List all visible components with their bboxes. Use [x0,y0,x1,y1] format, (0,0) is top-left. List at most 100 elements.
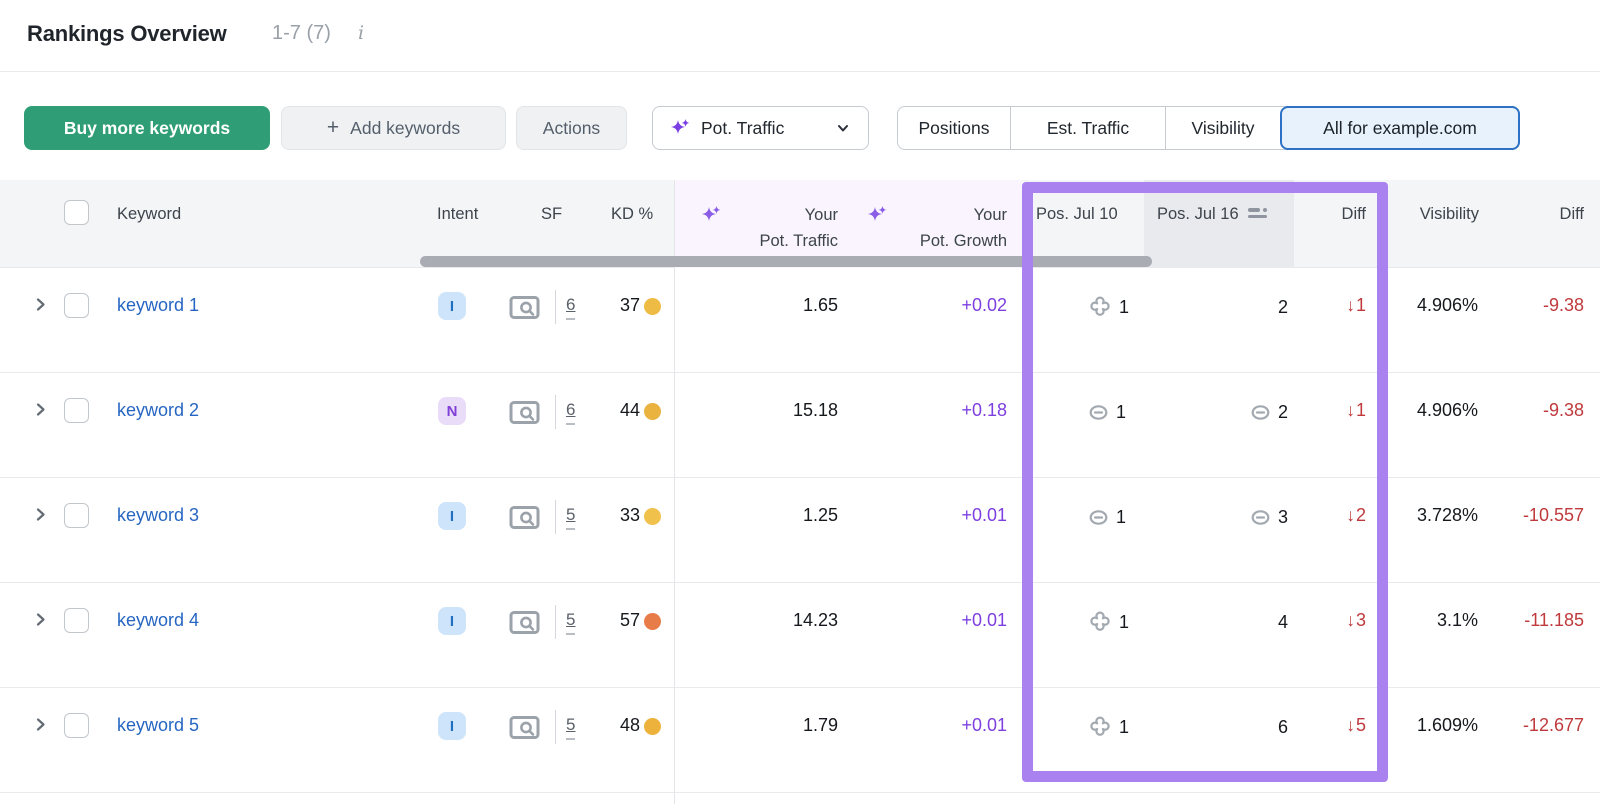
intent-badge[interactable]: I [438,607,466,635]
kd-value: 48 [619,715,640,735]
table-row: keyword 3 I 5 33 1.25 +0.01 1 3 ↓ 2 3.728… [0,478,1600,583]
intent-badge[interactable]: I [438,292,466,320]
buy-more-keywords-label: Buy more keywords [63,117,231,138]
buy-more-keywords-button[interactable]: Buy more keywords [24,106,270,150]
metric-dropdown[interactable]: Pot. Traffic [652,106,869,150]
tab-positions[interactable]: Positions [898,107,1010,149]
visibility-diff-value: -9.38 [1542,295,1584,315]
kd-difficulty-dot [644,298,661,315]
row-checkbox[interactable] [64,713,89,738]
serp-features-icon[interactable] [509,715,540,745]
kd-value: 57 [619,610,640,630]
serp-features-icon[interactable] [509,400,540,430]
position-value: 1 [1116,401,1127,422]
col-header-visibility-diff[interactable]: Diff [1559,205,1584,223]
expand-chevron-icon[interactable] [33,402,48,417]
serp-features-count[interactable]: 5 [566,505,576,530]
expand-chevron-icon[interactable] [33,297,48,312]
arrow-down-icon: ↓ [1346,505,1355,525]
diff-number: 5 [1355,715,1366,735]
visibility-diff-value: -10.557 [1522,505,1584,525]
sort-ascending-icon[interactable] [1247,207,1268,219]
pos-jul16-label: Pos. Jul 16 [1157,205,1239,223]
diff-number: 2 [1355,505,1366,525]
col-header-pot-growth[interactable]: Your Pot. Growth [920,202,1007,254]
metric-dropdown-label: Pot. Traffic [701,117,785,138]
info-icon[interactable]: i [358,22,365,44]
arrow-down-icon: ↓ [1346,610,1355,630]
horizontal-scrollbar[interactable] [420,256,1152,267]
keyword-link[interactable]: keyword 1 [117,295,200,315]
tab-all-for-domain[interactable]: All for example.com [1280,106,1520,150]
col-header-keyword[interactable]: Keyword [117,205,182,223]
tab-est-traffic-label: Est. Traffic [1046,117,1130,138]
ai-overview-icon [1088,610,1112,634]
position-value: 3 [1277,506,1288,527]
col-header-kd[interactable]: KD % [611,205,654,223]
serp-features-count[interactable]: 5 [566,715,576,740]
pot-growth-value: +0.18 [961,400,1007,420]
table-row: keyword 5 I 5 48 1.79 +0.01 1 6 ↓ 5 1.609… [0,688,1600,793]
position-value: 4 [1277,611,1288,632]
position-value: 1 [1119,611,1130,632]
col-header-diff[interactable]: Diff [1341,205,1366,223]
col-header-pos-jul10[interactable]: Pos. Jul 10 [1036,205,1118,223]
add-keywords-button[interactable]: + Add keywords [281,106,506,150]
position-value: 2 [1277,401,1288,422]
row-checkbox[interactable] [64,503,89,528]
pos-jul10-cell: 1 [1088,714,1129,740]
expand-chevron-icon[interactable] [33,507,48,522]
keyword-link[interactable]: keyword 5 [117,715,200,735]
row-checkbox[interactable] [64,398,89,423]
serp-features-count[interactable]: 6 [566,400,576,425]
row-checkbox[interactable] [64,293,89,318]
diff-number: 3 [1355,610,1366,630]
keyword-link[interactable]: keyword 4 [117,610,200,630]
column-divider [674,180,675,804]
kd-value: 37 [619,295,640,315]
intent-badge[interactable]: N [438,397,466,425]
select-all-checkbox[interactable] [64,200,89,225]
col-header-intent[interactable]: Intent [437,205,479,223]
tab-positions-label: Positions [918,117,990,138]
potential-columns-tint [674,180,1022,268]
col-header-pot-traffic[interactable]: Your Pot. Traffic [759,202,838,254]
serp-features-icon[interactable] [509,295,540,325]
expand-chevron-icon[interactable] [33,717,48,732]
add-keywords-label: Add keywords [350,117,461,138]
arrow-down-icon: ↓ [1346,295,1355,315]
position-diff-value: ↓ 2 [1346,505,1366,526]
visibility-diff-value: -9.38 [1542,400,1584,420]
kd-difficulty-dot [644,508,661,525]
intent-badge[interactable]: I [438,712,466,740]
serp-features-icon[interactable] [509,610,540,640]
pos-jul16-cell: 2 [1278,294,1288,320]
sorted-column-highlight [1144,180,1294,268]
keyword-link[interactable]: keyword 2 [117,400,200,420]
serp-features-count[interactable]: 5 [566,610,576,635]
section-header: Rankings Overview 1-7 (7) i [0,0,1600,72]
actions-button[interactable]: Actions [516,106,627,150]
position-diff-value: ↓ 1 [1346,400,1366,421]
position-diff-value: ↓ 1 [1346,295,1366,316]
ai-sparkle-icon [866,204,888,226]
pot-growth-value: +0.01 [961,610,1007,630]
tab-visibility[interactable]: Visibility [1165,107,1280,149]
position-diff-value: ↓ 3 [1346,610,1366,631]
ai-sparkle-icon [669,117,691,139]
kd-difficulty-dot [644,718,661,735]
col-header-pos-jul16[interactable]: Pos. Jul 16 [1157,202,1268,227]
row-checkbox[interactable] [64,608,89,633]
serp-features-icon[interactable] [509,505,540,535]
pos-jul16-cell: 3 [1250,504,1288,530]
partial-next-row [0,793,1600,804]
position-value: 1 [1116,506,1127,527]
col-header-sf[interactable]: SF [541,205,563,223]
serp-features-count[interactable]: 6 [566,295,576,320]
expand-chevron-icon[interactable] [33,612,48,627]
col-header-visibility[interactable]: Visibility [1419,205,1479,223]
keyword-link[interactable]: keyword 3 [117,505,200,525]
intent-badge[interactable]: I [438,502,466,530]
pot-traffic-value: 15.18 [792,400,838,420]
tab-est-traffic[interactable]: Est. Traffic [1010,107,1165,149]
